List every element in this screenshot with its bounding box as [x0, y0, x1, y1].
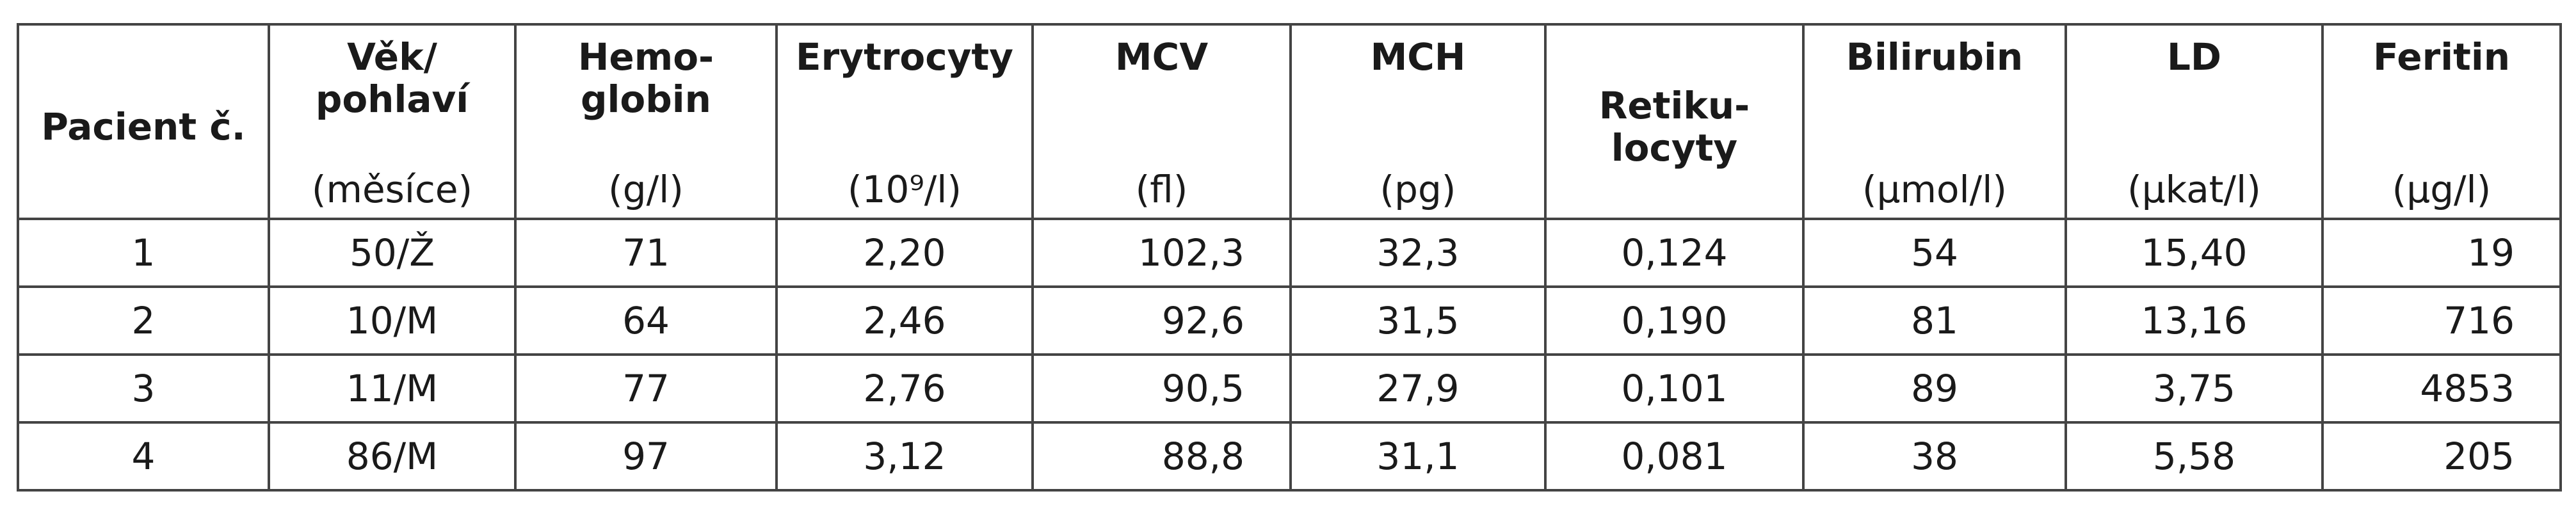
header-unit: (g/l) [608, 168, 684, 211]
column-header: MCV (fl) [1031, 23, 1292, 220]
header-line: MCH [1370, 35, 1466, 79]
cell: 38 [1802, 421, 2067, 492]
cell: 2,76 [775, 353, 1034, 424]
header-wrap: Retiku-locyty [1547, 26, 1802, 218]
column-header: MCH (pg) [1289, 23, 1547, 220]
cell: 19 [2321, 218, 2562, 288]
cell: 3,12 [775, 421, 1034, 492]
header-label: Bilirubin [1846, 26, 2023, 78]
cell: 102,3 [1031, 218, 1292, 288]
data-row: 2 10/M 64 2,46 92,6 31,5 0,190 81 13,16 716 [17, 285, 2562, 356]
cell: 15,40 [2065, 218, 2324, 288]
header-wrap: Pacient č. [19, 26, 268, 218]
data-row: 4 86/M 97 3,12 88,8 31,1 0,081 38 5,58 205 [17, 421, 2562, 492]
cell: 3,75 [2065, 353, 2324, 424]
header-unit: (měsíce) [311, 168, 473, 211]
cell: 5,58 [2065, 421, 2324, 492]
header-unit: (10⁹/l) [848, 168, 962, 211]
cell: 31,1 [1289, 421, 1547, 492]
cell: 54 [1802, 218, 2067, 288]
header-line: MCV [1115, 35, 1209, 79]
header-label: MCH [1371, 26, 1466, 78]
cell: 2,20 [775, 218, 1034, 288]
column-header: Věk/pohlaví (měsíce) [268, 23, 517, 220]
column-header: Bilirubin (μmol/l) [1802, 23, 2067, 220]
header-line: locyty [1611, 126, 1738, 170]
header-unit: (fl) [1135, 168, 1188, 211]
cell: 32,3 [1289, 218, 1547, 288]
header-label: Feritin [2373, 26, 2510, 78]
cell: 4 [17, 421, 270, 492]
header-label: MCV [1115, 26, 1208, 78]
header-wrap: LD (μkat/l) [2067, 26, 2321, 218]
header-wrap: MCH (pg) [1292, 26, 1544, 218]
header-unit: (μkat/l) [2127, 168, 2261, 211]
header-line: Erytrocyty [796, 35, 1013, 79]
header-line: LD [2166, 35, 2222, 79]
header-wrap: Bilirubin (μmol/l) [1805, 26, 2065, 218]
cell: 4853 [2321, 353, 2562, 424]
data-row: 1 50/Ž 71 2,20 102,3 32,3 0,124 54 15,40 19 [17, 218, 2562, 288]
column-header: Retiku-locyty [1544, 23, 1805, 220]
column-header: LD (μkat/l) [2065, 23, 2324, 220]
header-line: globin [581, 77, 711, 121]
header-wrap: Feritin (μg/l) [2324, 26, 2559, 218]
cell: 0,124 [1544, 218, 1805, 288]
header-line: pohlaví [315, 77, 469, 121]
data-table: Pacient č. Věk/pohlaví (měsíce) Hemo-globin… [17, 23, 2562, 492]
cell: 3 [17, 353, 270, 424]
header-label: Pacient č. [41, 95, 245, 148]
header-line: Feritin [2373, 35, 2510, 79]
column-header: Feritin (μg/l) [2321, 23, 2562, 220]
header-label: Věk/pohlaví [316, 26, 469, 120]
cell: 11/M [268, 353, 517, 424]
cell: 2 [17, 285, 270, 356]
header-line: Bilirubin [1846, 35, 2024, 79]
header-unit: (pg) [1380, 168, 1456, 211]
header-wrap: Věk/pohlaví (měsíce) [270, 26, 514, 218]
cell: 89 [1802, 353, 2067, 424]
column-header: Erytrocyty (10⁹/l) [775, 23, 1034, 220]
header-label: Retiku-locyty [1599, 74, 1750, 169]
cell: 716 [2321, 285, 2562, 356]
header-line: Retiku- [1598, 84, 1750, 127]
cell: 90,5 [1031, 353, 1292, 424]
cell: 81 [1802, 285, 2067, 356]
cell: 13,16 [2065, 285, 2324, 356]
cell: 97 [514, 421, 778, 492]
cell: 77 [514, 353, 778, 424]
cell: 0,081 [1544, 421, 1805, 492]
header-row: Pacient č. Věk/pohlaví (měsíce) Hemo-globin… [17, 23, 2562, 220]
header-wrap: MCV (fl) [1034, 26, 1289, 218]
cell: 10/M [268, 285, 517, 356]
header-line: Pacient č. [41, 105, 246, 148]
cell: 86/M [268, 421, 517, 492]
header-unit: (μmol/l) [1862, 168, 2007, 211]
cell: 92,6 [1031, 285, 1292, 356]
header-label: Hemo-globin [578, 26, 714, 120]
header-line: Hemo- [577, 35, 714, 79]
cell: 2,46 [775, 285, 1034, 356]
header-label: LD [2167, 26, 2221, 78]
data-row: 3 11/M 77 2,76 90,5 27,9 0,101 89 3,75 4853 [17, 353, 2562, 424]
cell: 50/Ž [268, 218, 517, 288]
column-header: Pacient č. [17, 23, 270, 220]
cell: 88,8 [1031, 421, 1292, 492]
cell: 1 [17, 218, 270, 288]
header-unit: (μg/l) [2392, 168, 2491, 211]
cell: 205 [2321, 421, 2562, 492]
cell: 0,101 [1544, 353, 1805, 424]
header-label: Erytrocyty [796, 26, 1013, 78]
cell: 27,9 [1289, 353, 1547, 424]
cell: 31,5 [1289, 285, 1547, 356]
header-line: Věk/ [347, 35, 437, 79]
header-wrap: Hemo-globin (g/l) [517, 26, 775, 218]
cell: 71 [514, 218, 778, 288]
cell: 64 [514, 285, 778, 356]
cell: 0,190 [1544, 285, 1805, 356]
header-wrap: Erytrocyty (10⁹/l) [778, 26, 1031, 218]
column-header: Hemo-globin (g/l) [514, 23, 778, 220]
